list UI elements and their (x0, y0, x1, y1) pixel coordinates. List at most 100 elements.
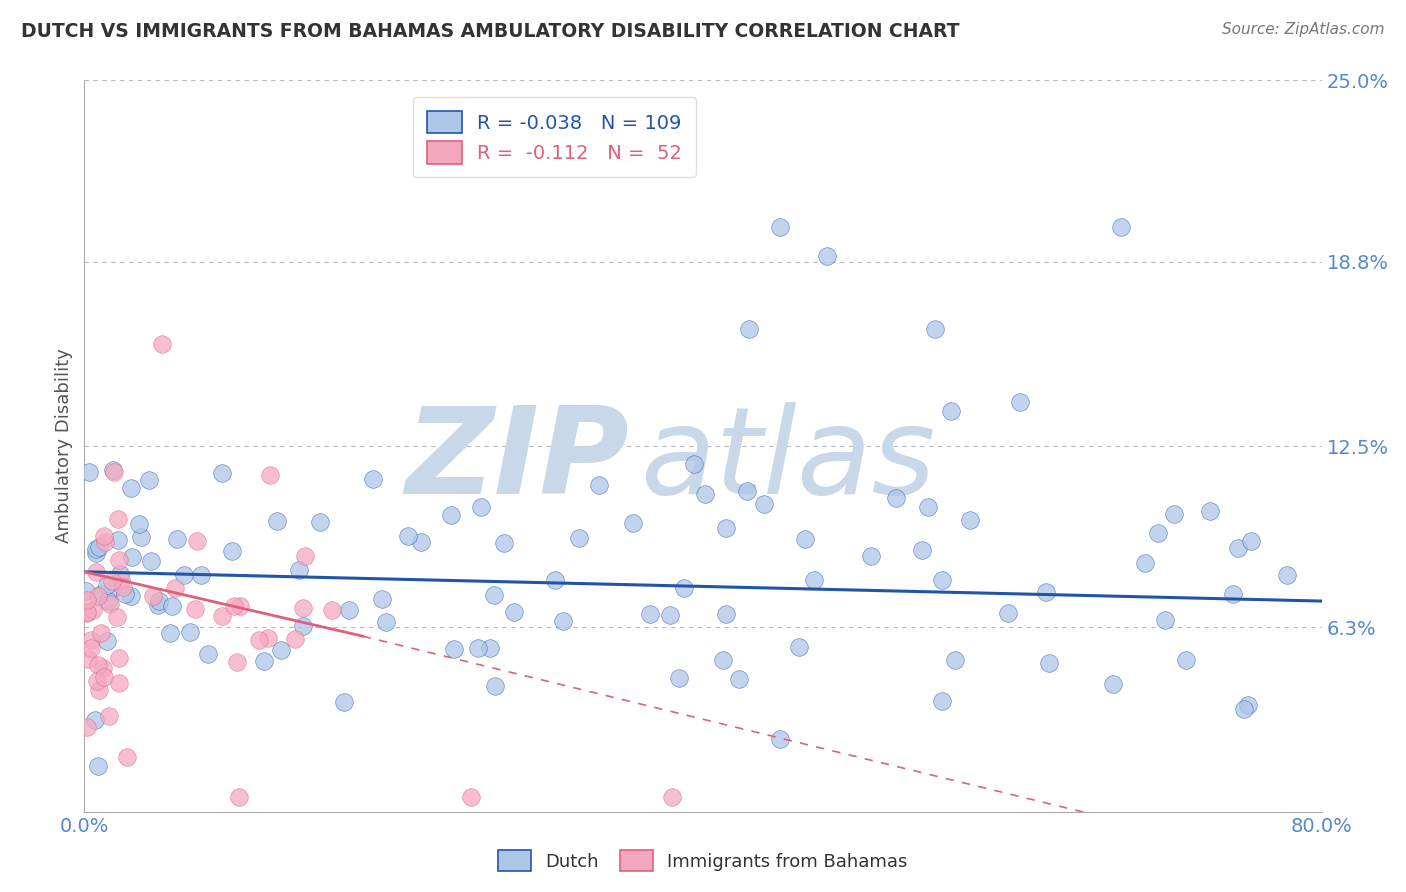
Y-axis label: Ambulatory Disability: Ambulatory Disability (55, 349, 73, 543)
Point (333, 695, 356, 709)
Point (128, 517, 150, 532)
Point (924, 322, 946, 336)
Point (96, 634, 118, 648)
Point (80, 632, 103, 647)
Point (107, 512, 129, 526)
Point (479, 640, 502, 655)
Point (93, 669, 115, 683)
Point (82, 603, 104, 617)
Point (228, 790, 250, 805)
Point (661, 790, 683, 805)
Point (97, 594, 120, 608)
Point (225, 655, 247, 669)
Point (190, 567, 212, 582)
Point (911, 543, 934, 558)
Point (1198, 504, 1220, 518)
Point (87, 759, 110, 773)
Point (337, 603, 360, 617)
Point (257, 632, 280, 646)
Point (76, 605, 98, 619)
Point (959, 513, 981, 527)
Point (371, 592, 394, 607)
Point (309, 516, 332, 530)
Point (738, 322, 761, 336)
Point (253, 654, 276, 668)
Point (100, 574, 122, 588)
Point (173, 568, 195, 582)
Text: DUTCH VS IMMIGRANTS FROM BAHAMAS AMBULATORY DISABILITY CORRELATION CHART: DUTCH VS IMMIGRANTS FROM BAHAMAS AMBULAT… (21, 22, 959, 41)
Point (108, 650, 131, 665)
Point (103, 465, 125, 479)
Legend: R = -0.038   N = 109, R =  -0.112   N =  52: R = -0.038 N = 109, R = -0.112 N = 52 (413, 97, 696, 178)
Point (769, 219, 792, 234)
Point (284, 632, 307, 646)
Point (693, 487, 716, 501)
Point (103, 581, 125, 595)
Point (943, 653, 966, 667)
Point (361, 472, 384, 486)
Point (101, 463, 124, 477)
Point (76, 592, 98, 607)
Point (939, 403, 962, 417)
Point (714, 521, 737, 535)
Point (270, 643, 292, 657)
Point (247, 632, 270, 647)
Point (108, 553, 131, 567)
Point (931, 694, 953, 708)
Point (150, 336, 173, 351)
Point (470, 500, 492, 514)
Point (162, 599, 184, 613)
Point (138, 474, 160, 488)
Point (87, 540, 110, 554)
Point (90, 626, 112, 640)
Point (114, 587, 136, 601)
Point (76, 607, 98, 621)
Point (1102, 676, 1125, 690)
Point (105, 610, 128, 624)
Point (86, 546, 108, 560)
Point (107, 533, 129, 547)
Point (129, 530, 152, 544)
Point (211, 608, 233, 623)
Point (1275, 567, 1298, 582)
Point (112, 580, 135, 594)
Point (1174, 652, 1197, 666)
Point (460, 790, 482, 805)
Point (374, 615, 396, 630)
Point (166, 533, 188, 547)
Point (409, 535, 432, 549)
Point (787, 640, 810, 654)
Point (141, 554, 163, 568)
Point (754, 497, 776, 511)
Point (396, 528, 419, 542)
Point (859, 549, 882, 563)
Point (467, 640, 489, 655)
Point (77, 465, 100, 479)
Point (142, 590, 165, 604)
Point (1038, 656, 1060, 670)
Point (659, 608, 682, 623)
Point (292, 600, 315, 615)
Point (1236, 698, 1258, 712)
Point (259, 468, 281, 483)
Point (682, 457, 704, 471)
Point (1035, 585, 1057, 599)
Point (815, 249, 838, 263)
Point (87, 658, 110, 673)
Point (76, 720, 98, 734)
Point (321, 603, 343, 617)
Point (1147, 526, 1170, 541)
Point (224, 599, 246, 613)
Point (148, 594, 170, 608)
Point (96, 577, 118, 591)
Point (484, 679, 506, 693)
Point (673, 581, 696, 595)
Point (1227, 541, 1250, 556)
Point (735, 483, 758, 498)
Point (93, 529, 115, 543)
Point (229, 599, 252, 613)
Point (266, 514, 288, 528)
Point (89, 683, 111, 698)
Point (77, 652, 100, 666)
Point (91, 661, 114, 675)
